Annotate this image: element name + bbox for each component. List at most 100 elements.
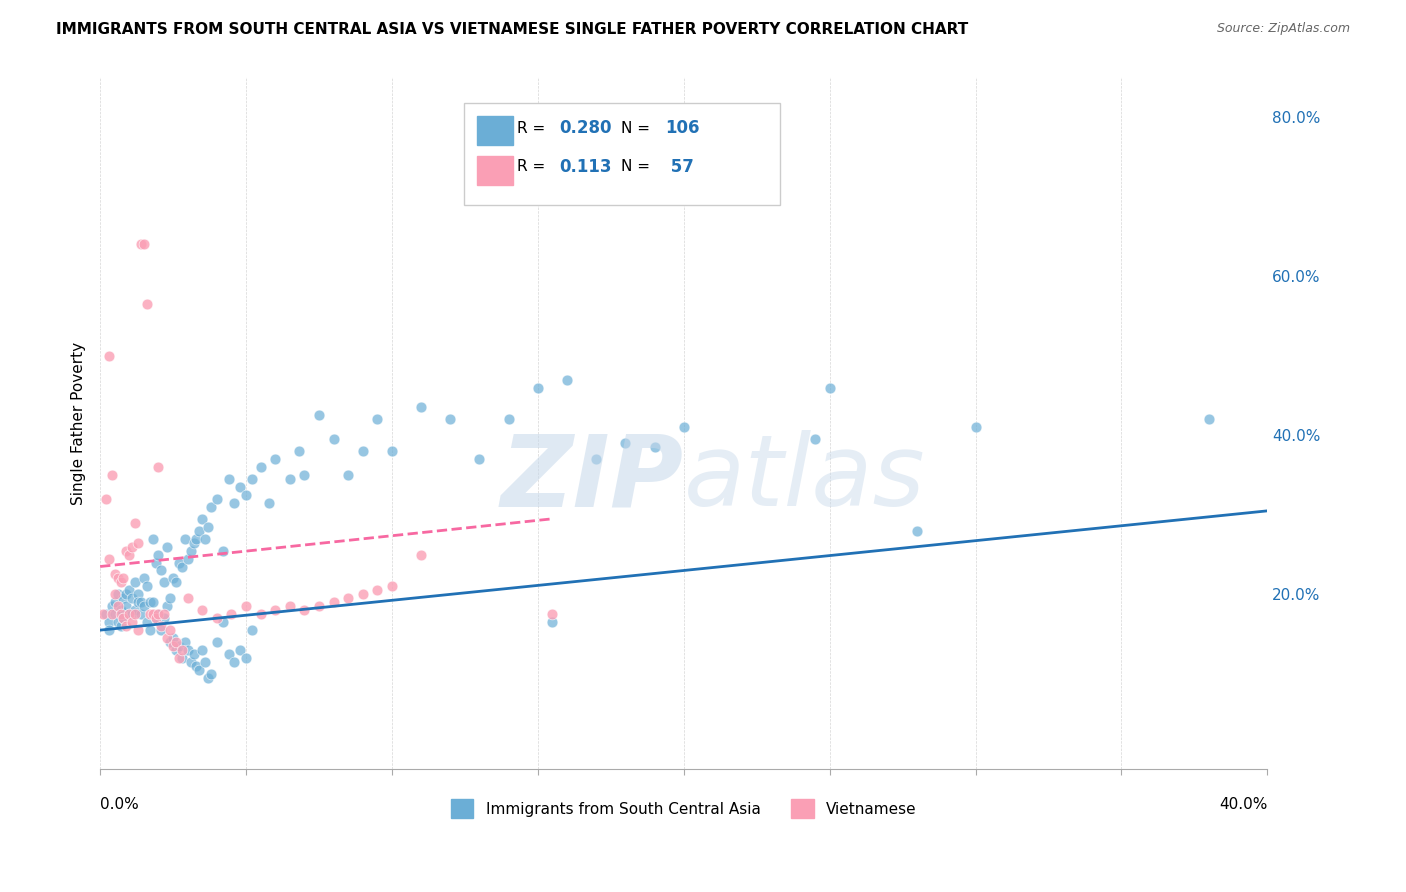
Point (101, 468, 124, 483)
Point (235, 488, 257, 502)
Point (132, 599, 155, 614)
Point (804, 432, 827, 446)
Point (159, 635, 181, 649)
Text: 106: 106 (665, 120, 700, 137)
Text: 40.0%: 40.0% (1219, 797, 1267, 812)
Point (124, 516, 146, 530)
Point (145, 611, 167, 625)
Point (135, 579, 157, 593)
Point (218, 647, 240, 661)
Point (176, 643, 198, 657)
Point (110, 619, 132, 633)
Point (115, 619, 138, 633)
Point (352, 587, 374, 601)
Point (170, 651, 193, 665)
Point (153, 607, 176, 622)
Point (218, 472, 240, 486)
Point (224, 496, 246, 510)
Point (101, 599, 124, 614)
Point (191, 643, 214, 657)
Point (118, 548, 141, 562)
Point (337, 591, 360, 606)
Point (150, 564, 173, 578)
Y-axis label: Single Father Poverty: Single Father Poverty (72, 342, 86, 505)
Point (173, 635, 195, 649)
Point (150, 623, 173, 637)
Point (173, 532, 195, 546)
Point (541, 615, 564, 630)
Point (132, 237, 155, 252)
Text: Source: ZipAtlas.com: Source: ZipAtlas.com (1216, 22, 1350, 36)
Point (94, 491, 117, 506)
Point (121, 591, 143, 606)
Point (129, 595, 152, 609)
Point (292, 603, 315, 617)
Text: R =: R = (517, 121, 551, 136)
Point (94, 607, 117, 622)
Text: IMMIGRANTS FROM SOUTH CENTRAL ASIA VS VIETNAMESE SINGLE FATHER POVERTY CORRELATI: IMMIGRANTS FROM SOUTH CENTRAL ASIA VS VI… (56, 22, 969, 37)
Point (121, 607, 143, 622)
Point (180, 655, 202, 669)
Point (121, 615, 143, 630)
Point (194, 655, 217, 669)
Point (498, 412, 520, 426)
Text: 57: 57 (665, 158, 695, 176)
Point (127, 623, 149, 637)
Point (235, 599, 257, 614)
Point (167, 639, 190, 653)
Point (165, 643, 187, 657)
Point (170, 643, 193, 657)
Point (200, 666, 222, 681)
Point (240, 623, 263, 637)
Text: 0.113: 0.113 (560, 158, 612, 176)
Point (167, 556, 190, 570)
Point (197, 520, 219, 534)
Point (221, 607, 243, 622)
Point (249, 607, 271, 622)
Point (91, 607, 114, 622)
Point (145, 611, 167, 625)
Point (118, 607, 141, 622)
Point (176, 551, 198, 566)
Point (156, 540, 179, 554)
Point (110, 575, 132, 590)
Point (148, 607, 170, 622)
Point (124, 607, 146, 622)
Point (308, 409, 330, 423)
Point (138, 595, 160, 609)
Point (118, 583, 141, 598)
Point (411, 548, 433, 562)
Point (112, 611, 135, 625)
Point (156, 631, 179, 645)
Point (162, 639, 184, 653)
Point (188, 524, 211, 538)
Point (153, 611, 176, 625)
Point (170, 559, 193, 574)
Point (249, 460, 271, 475)
Point (124, 603, 146, 617)
Point (97, 551, 120, 566)
Point (156, 599, 179, 614)
Point (287, 444, 309, 458)
Point (142, 607, 165, 622)
Point (278, 472, 301, 486)
Point (127, 587, 149, 601)
Point (468, 452, 491, 467)
Point (229, 643, 252, 657)
Point (1198, 412, 1220, 426)
Point (191, 603, 214, 617)
Point (381, 444, 404, 458)
Point (180, 543, 202, 558)
Point (112, 611, 135, 625)
Point (104, 607, 127, 622)
Point (322, 595, 344, 609)
Point (183, 535, 205, 549)
Point (337, 468, 360, 483)
Point (614, 436, 637, 450)
Point (165, 575, 187, 590)
Point (292, 468, 315, 483)
Point (555, 373, 578, 387)
Point (818, 381, 841, 395)
Point (235, 651, 257, 665)
Point (167, 651, 190, 665)
